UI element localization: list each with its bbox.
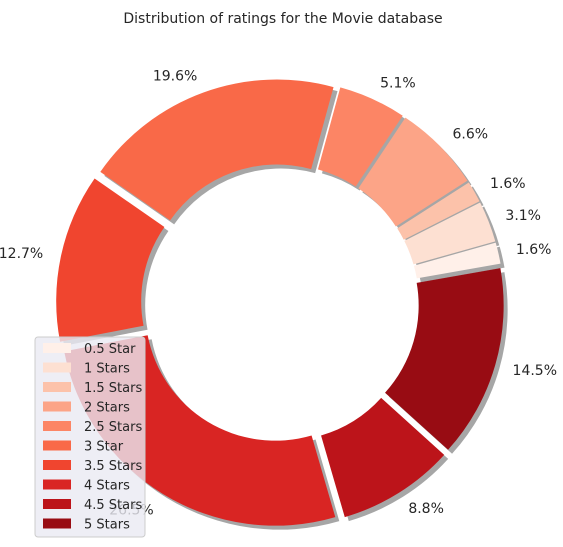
chart-title: Distribution of ratings for the Movie da…	[123, 11, 442, 27]
legend-swatch	[43, 441, 71, 451]
percentage-label: 12.7%	[0, 246, 43, 262]
legend-label: 4.5 Stars	[84, 498, 142, 513]
legend-swatch	[43, 343, 71, 353]
legend-label: 3.5 Stars	[84, 459, 142, 474]
legend-label: 1 Stars	[84, 362, 130, 377]
percentage-label: 6.6%	[453, 126, 489, 142]
percentage-label: 1.6%	[516, 242, 552, 258]
legend-swatch	[43, 421, 71, 431]
legend-swatch	[43, 499, 71, 509]
legend: 0.5 Star 1 Stars 1.5 Stars 2 Stars 2.5 Stars…	[35, 337, 145, 537]
legend-label: 2.5 Stars	[84, 420, 142, 435]
legend-label: 2 Stars	[84, 401, 130, 416]
legend-swatch	[43, 480, 71, 490]
legend-swatch	[43, 402, 71, 412]
legend-label: 3 Star	[84, 440, 124, 455]
legend-label: 4 Stars	[84, 479, 130, 494]
legend-swatch	[43, 363, 71, 373]
legend-label: 1.5 Stars	[84, 381, 142, 396]
percentage-label: 19.6%	[153, 69, 197, 85]
percentage-label: 5.1%	[380, 76, 416, 92]
legend-swatch	[43, 519, 71, 529]
donut-slice	[100, 80, 333, 221]
legend-label: 0.5 Star	[84, 342, 136, 357]
percentage-label: 14.5%	[513, 363, 557, 379]
percentage-label: 3.1%	[505, 208, 541, 224]
legend-swatch	[43, 460, 71, 470]
percentage-label: 8.8%	[408, 501, 444, 517]
legend-label: 5 Stars	[84, 518, 130, 533]
percentage-label: 1.6%	[490, 176, 526, 192]
legend-swatch	[43, 382, 71, 392]
